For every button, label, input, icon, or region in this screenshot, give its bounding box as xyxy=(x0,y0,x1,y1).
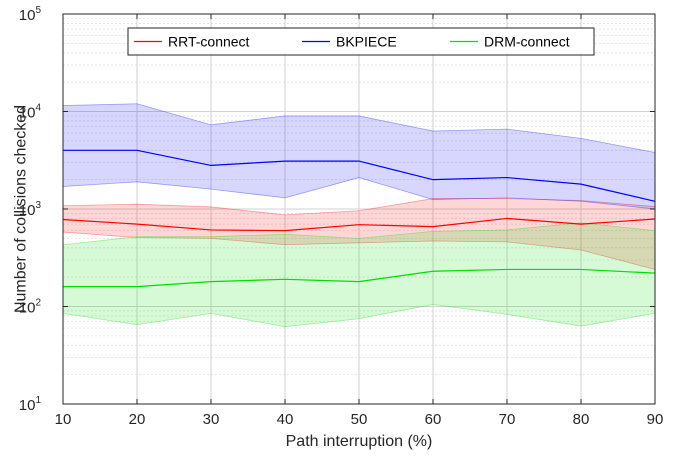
legend-box xyxy=(127,27,595,56)
x-tick-label: 30 xyxy=(203,411,220,428)
x-tick-label: 90 xyxy=(647,411,664,428)
drm-connect-line xyxy=(63,268,656,288)
x-tick-label: 70 xyxy=(499,411,516,428)
bkpiece-line xyxy=(63,149,656,202)
drm-connect-band-lower-edge xyxy=(62,304,656,328)
y-tick-label: 105 xyxy=(19,5,42,24)
x-tick-label: 60 xyxy=(425,411,442,428)
x-axis-label: Path interruption (%) xyxy=(286,433,433,450)
bkpiece-band-lower-edge xyxy=(62,177,656,210)
x-tick-label: 10 xyxy=(55,411,72,428)
legend: RRT-connect BKPIECE DRM-connect xyxy=(127,27,595,56)
y-tick-label: 101 xyxy=(19,395,42,414)
confidence-bands xyxy=(62,103,656,328)
y-tick-label: 102 xyxy=(19,298,42,317)
rrt-connect-band-upper-edge xyxy=(62,198,656,216)
legend-label-rrt-connect: RRT-connect xyxy=(168,34,250,50)
x-tick-label: 40 xyxy=(277,411,294,428)
x-tick-label: 80 xyxy=(573,411,590,428)
y-axis-label: Number of collisions checked xyxy=(13,105,30,313)
rrt-connect-band xyxy=(63,198,655,270)
rrt-connect-line xyxy=(62,217,656,232)
x-tick-label: 50 xyxy=(351,411,368,428)
x-tick-label: 20 xyxy=(129,411,146,428)
y-tick-label: 103 xyxy=(19,200,42,219)
legend-label-drm-connect: DRM-connect xyxy=(484,34,570,50)
bkpiece-band-upper-edge xyxy=(62,103,656,153)
y-tick-label: 104 xyxy=(19,103,42,122)
axis-ticks: 10 20 30 40 50 60 70 80 90 101 102 103 104 105 xyxy=(19,5,664,428)
drm-connect-band xyxy=(63,222,655,327)
rrt-connect-band-lower-edge xyxy=(62,231,656,270)
legend-label-bkpiece: BKPIECE xyxy=(336,34,397,50)
series-lines xyxy=(62,149,656,288)
drm-connect-band-upper-edge xyxy=(62,222,656,246)
bkpiece-band xyxy=(63,103,655,209)
